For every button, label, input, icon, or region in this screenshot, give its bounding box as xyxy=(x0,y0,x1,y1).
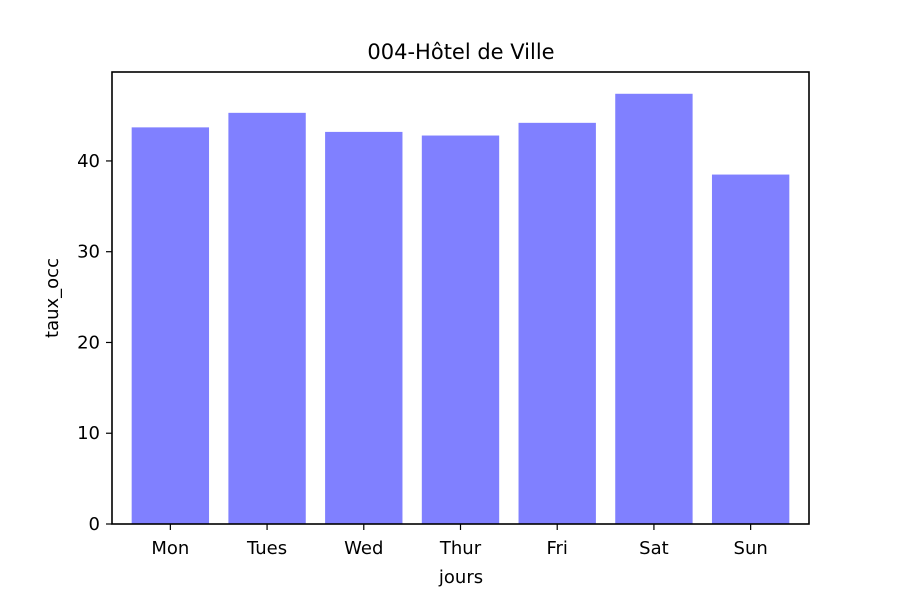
bar-mon xyxy=(131,127,210,525)
bar-thur xyxy=(421,135,500,524)
y-tick-label: 10 xyxy=(77,423,100,444)
y-axis: 0 10 20 30 40 xyxy=(77,151,112,535)
y-tick-label: 30 xyxy=(77,242,100,263)
bar-fri xyxy=(518,122,596,524)
x-tick-label: Tues xyxy=(246,538,287,559)
y-tick-label: 0 xyxy=(89,514,100,535)
y-tick-label: 20 xyxy=(77,332,100,353)
x-axis-label: jours xyxy=(438,567,483,588)
bar-tues xyxy=(228,112,306,524)
bar-wed xyxy=(325,131,403,524)
x-tick-label: Sat xyxy=(639,538,669,559)
bar-sat xyxy=(615,93,693,524)
bar-sun xyxy=(711,174,790,524)
x-axis: Mon Tues Wed Thur Fri Sat Sun xyxy=(151,524,768,559)
x-tick-label: Wed xyxy=(344,538,383,559)
bars-group xyxy=(131,93,790,525)
x-tick-label: Fri xyxy=(546,538,567,559)
plot-frame xyxy=(111,71,810,525)
x-tick-label: Mon xyxy=(151,538,189,559)
x-tick-label: Sun xyxy=(734,538,768,559)
chart-title: 004-Hôtel de Ville xyxy=(367,40,554,64)
y-axis-label: taux_occ xyxy=(42,258,63,338)
x-tick-label: Thur xyxy=(439,538,482,559)
y-tick-label: 40 xyxy=(77,151,100,172)
